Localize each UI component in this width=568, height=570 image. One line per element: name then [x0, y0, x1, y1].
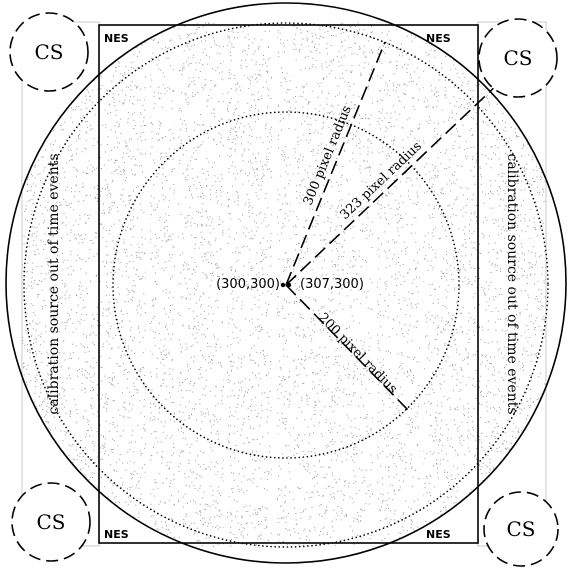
radius-label-200: 200 pixel radius: [315, 310, 400, 397]
detector-frame: [98, 24, 479, 544]
dotted-circle-300: [23, 22, 549, 548]
radius-label-323: 323 pixel radius: [337, 139, 424, 223]
cs-label: CS: [503, 46, 532, 70]
chip-gaps: [146, 22, 423, 546]
cs-bottom-right: CS: [483, 491, 559, 567]
cs-top-right: CS: [478, 18, 558, 98]
radius-line-300: [285, 41, 386, 286]
center-point-right: [286, 282, 292, 288]
center-point-left: [280, 282, 286, 288]
dotted-circle-200: [112, 111, 460, 459]
outer-circle: [5, 2, 567, 564]
cs-label: CS: [506, 517, 535, 541]
cs-label: CS: [36, 510, 65, 534]
radius-label-300: 300 pixel radius: [301, 103, 355, 207]
left-side-label: calibration source out of time events: [46, 153, 62, 414]
radius-line-323: [285, 81, 501, 286]
center-left-label: (300,300): [216, 277, 280, 292]
radius-line-200: [285, 284, 409, 411]
nes-label-bottom-right: NES: [426, 528, 451, 541]
cs-top-left: CS: [9, 12, 89, 92]
center-right-label: (307,300): [300, 277, 364, 292]
nes-label-top-right: NES: [426, 32, 451, 45]
nes-label-bottom-left: NES: [104, 528, 129, 541]
right-side-label: calibration source out of time events: [504, 153, 520, 414]
cs-bottom-left: CS: [11, 482, 91, 562]
nes-label-top-left: NES: [104, 32, 129, 45]
cs-label: CS: [34, 40, 63, 64]
